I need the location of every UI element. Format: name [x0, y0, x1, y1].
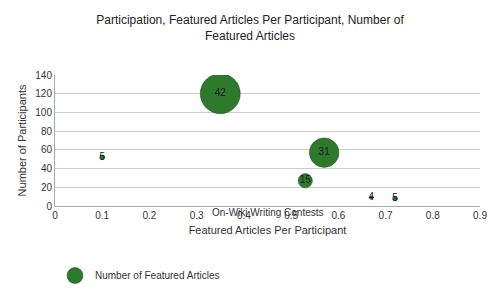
- svg-text:5: 5: [99, 151, 105, 162]
- svg-text:0.5: 0.5: [284, 210, 298, 221]
- svg-text:40: 40: [41, 163, 53, 174]
- svg-text:0.4: 0.4: [237, 210, 251, 221]
- svg-text:0.9: 0.9: [473, 210, 487, 221]
- svg-text:4: 4: [369, 191, 375, 202]
- svg-text:0.7: 0.7: [379, 210, 393, 221]
- svg-text:20: 20: [41, 182, 53, 193]
- svg-text:5: 5: [392, 192, 398, 203]
- svg-text:On-Wiki Writing Contests: On-Wiki Writing Contests: [212, 207, 324, 218]
- svg-text:80: 80: [41, 126, 53, 137]
- svg-text:60: 60: [41, 144, 53, 155]
- svg-text:Number of Participants: Number of Participants: [16, 84, 28, 196]
- svg-text:0.3: 0.3: [190, 210, 204, 221]
- svg-text:0.2: 0.2: [142, 210, 156, 221]
- svg-text:0: 0: [46, 201, 52, 212]
- svg-text:31: 31: [319, 146, 331, 157]
- svg-text:0: 0: [52, 210, 58, 221]
- svg-text:140: 140: [35, 70, 52, 81]
- svg-text:15: 15: [300, 174, 312, 185]
- svg-text:0.6: 0.6: [331, 210, 345, 221]
- svg-text:42: 42: [215, 87, 227, 98]
- svg-text:100: 100: [35, 107, 52, 118]
- svg-text:Featured Articles Per Particip: Featured Articles Per Participant: [189, 224, 347, 236]
- svg-text:Number of Featured Articles: Number of Featured Articles: [95, 270, 220, 281]
- svg-text:Participation, Featured Articl: Participation, Featured Articles Per Par…: [96, 13, 404, 43]
- svg-text:120: 120: [35, 88, 52, 99]
- svg-text:0.1: 0.1: [95, 210, 109, 221]
- svg-text:0.8: 0.8: [426, 210, 440, 221]
